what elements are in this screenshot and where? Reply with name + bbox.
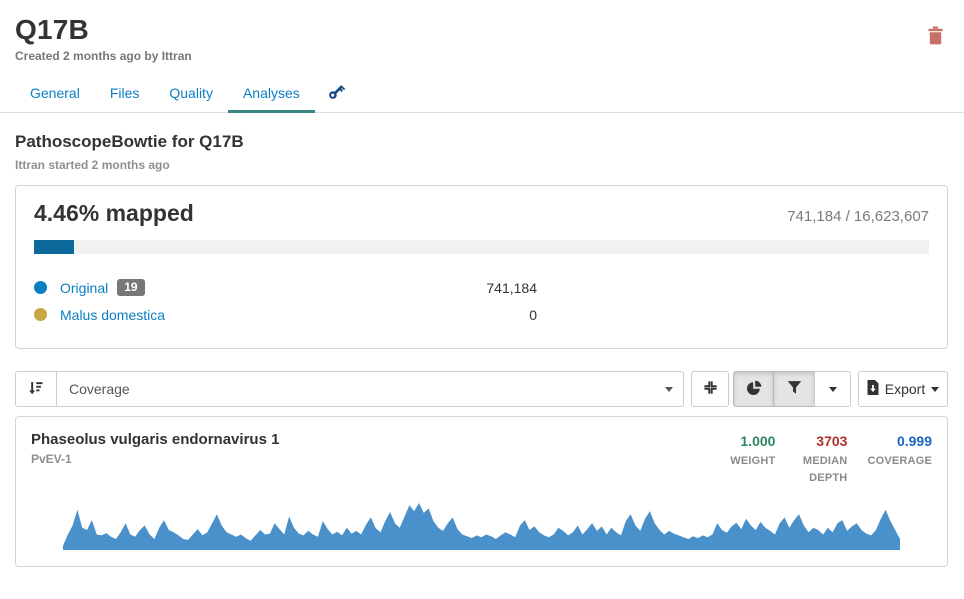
stat-label: COVERAGE	[867, 455, 932, 467]
stat-label: MEDIAN DEPTH	[802, 455, 848, 484]
virus-name: Phaseolus vulgaris endornavirus 1	[31, 431, 280, 448]
analysis-toolbar: Coverage	[15, 371, 948, 407]
legend-count-badge: 19	[117, 278, 145, 297]
weight-format-button[interactable]	[733, 371, 774, 407]
stat-column: 0.999 COVERAGE	[867, 433, 932, 470]
sort-direction-button[interactable]	[15, 371, 57, 407]
filter-options-dropdown-button[interactable]	[814, 371, 851, 407]
trash-icon	[927, 26, 944, 48]
export-label: Export	[884, 381, 926, 397]
virus-head-text: Phaseolus vulgaris endornavirus 1 PvEV-1	[31, 431, 279, 486]
compress-icon	[703, 380, 718, 398]
tab-analyses[interactable]: Analyses	[227, 77, 315, 113]
stat-column: 3703 MEDIAN DEPTH	[795, 433, 848, 486]
stat-value: 1.000	[740, 433, 776, 449]
mapped-summary-card: 4.46% mapped 741,184 / 16,623,607 Origin…	[15, 185, 948, 349]
stat-column: 1.000 WEIGHT	[730, 433, 775, 470]
coverage-chart	[63, 500, 900, 550]
legend-reference-link[interactable]: Original	[60, 279, 109, 296]
mapped-percent-headline: 4.46% mapped	[34, 200, 194, 226]
virus-result-card[interactable]: Phaseolus vulgaris endornavirus 1 PvEV-1…	[15, 416, 948, 567]
legend-dot-icon	[34, 281, 47, 294]
sort-field-select[interactable]: Coverage	[56, 371, 684, 407]
coverage-area-svg	[63, 503, 900, 550]
sample-tabs: General Files Quality Analyses	[0, 77, 964, 113]
stat-value: 3703	[816, 433, 848, 449]
collapse-button[interactable]	[691, 371, 729, 407]
sort-amount-desc-icon	[28, 380, 44, 399]
filter-icon	[787, 380, 802, 398]
legend-dot-icon	[34, 308, 47, 321]
pie-chart-icon	[746, 380, 762, 399]
legend-row: Malus domestica 0	[34, 301, 929, 328]
analysis-heading: PathoscopeBowtie for Q17B Ittran started…	[0, 113, 964, 172]
sort-field-select-wrap: Coverage	[56, 371, 684, 407]
tab-general[interactable]: General	[15, 77, 95, 113]
tab-rights[interactable]	[315, 77, 358, 113]
file-download-icon	[867, 380, 879, 398]
virus-abbreviation: PvEV-1	[31, 452, 72, 466]
mapped-progress-bar	[34, 240, 929, 254]
stat-value: 0.999	[896, 433, 932, 449]
legend-row: Original 19 741,184	[34, 274, 929, 301]
stat-label: WEIGHT	[730, 455, 776, 467]
sample-header: Q17B Created 2 months ago by Ittran	[0, 0, 964, 63]
caret-down-icon	[931, 386, 940, 392]
export-button[interactable]: Export	[858, 371, 948, 407]
mapped-legend: Original 19 741,184 Malus domestica 0	[34, 274, 929, 328]
page-title: Q17B	[15, 14, 89, 45]
tabs-list: General Files Quality Analyses	[15, 77, 315, 113]
view-options-group	[733, 371, 851, 407]
tab-quality[interactable]: Quality	[154, 77, 228, 113]
page-subtitle: Created 2 months ago by Ittran	[15, 49, 192, 63]
mapped-progress-fill	[34, 240, 74, 254]
legend-read-count: 0	[529, 306, 537, 323]
legend-read-count: 741,184	[486, 279, 537, 296]
virus-stats: 1.000 WEIGHT 3703 MEDIAN DEPTH 0.999 COV…	[730, 431, 932, 486]
caret-down-icon	[665, 387, 673, 392]
caret-down-icon	[828, 386, 837, 392]
delete-sample-button[interactable]	[925, 24, 946, 50]
tab-files[interactable]: Files	[95, 77, 155, 113]
analysis-subtitle: Ittran started 2 months ago	[15, 158, 170, 172]
legend-reference-link[interactable]: Malus domestica	[60, 306, 166, 323]
tab-label: Analyses	[242, 85, 300, 101]
analysis-title: PathoscopeBowtie for Q17B	[15, 132, 244, 151]
tab-label: General	[30, 85, 80, 101]
mapped-read-fraction: 741,184 / 16,623,607	[787, 208, 929, 225]
tab-label: Files	[109, 85, 140, 101]
filter-button[interactable]	[773, 371, 815, 407]
key-icon	[327, 85, 346, 105]
tab-label: Quality	[169, 85, 213, 101]
